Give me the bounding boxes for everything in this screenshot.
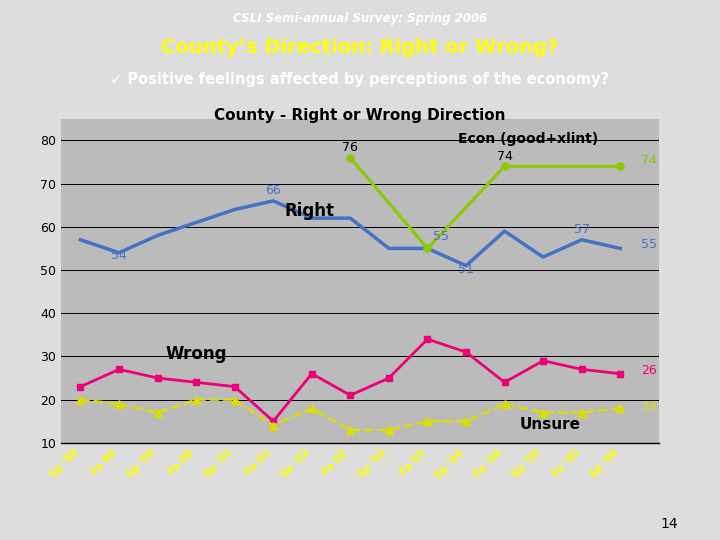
Text: CSLI Semi-annual Survey: Spring 2006: CSLI Semi-annual Survey: Spring 2006 [233,12,487,25]
Text: Econ (good+xlint): Econ (good+xlint) [459,132,598,146]
Text: Unsure: Unsure [520,417,581,432]
Text: 26: 26 [642,363,657,377]
Text: 76: 76 [343,141,359,154]
Text: 18: 18 [642,400,657,414]
Text: 66: 66 [266,184,281,198]
Text: Wrong: Wrong [166,345,227,362]
Text: 55: 55 [642,238,657,252]
Text: Right: Right [285,202,335,220]
Text: 74: 74 [497,150,513,163]
Text: ✓ Positive feelings affected by perceptions of the economy?: ✓ Positive feelings affected by percepti… [110,72,610,87]
Text: 57: 57 [574,223,590,237]
Text: County - Right or Wrong Direction: County - Right or Wrong Direction [215,108,505,123]
Text: 51: 51 [458,264,474,276]
Text: 55: 55 [433,230,449,243]
Text: 54: 54 [111,249,127,262]
Text: 14: 14 [661,517,678,531]
Text: County’s Direction: Right or Wrong?: County’s Direction: Right or Wrong? [161,38,559,57]
Text: 74: 74 [642,154,657,167]
